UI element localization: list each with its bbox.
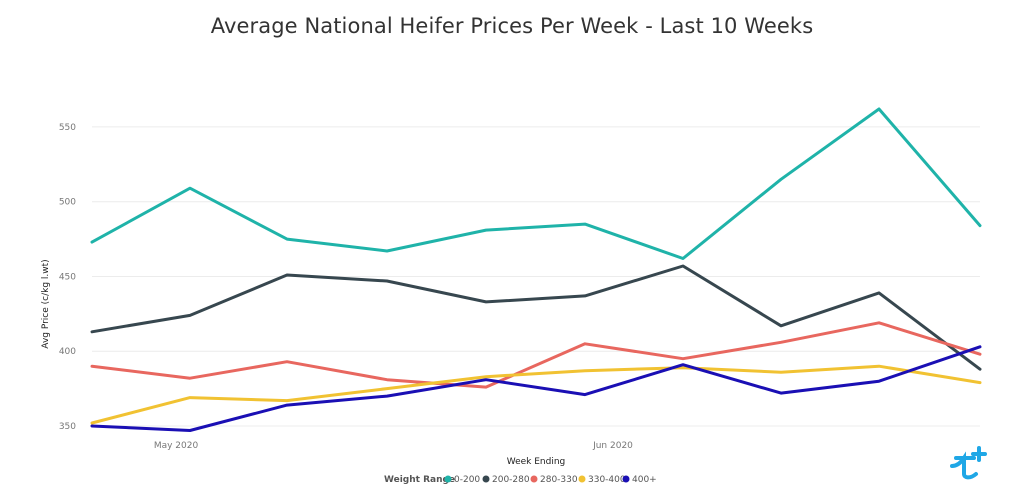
x-axis-title: Week Ending — [507, 457, 566, 467]
gridlines — [92, 126, 980, 427]
legend-label: 200-280 — [492, 475, 530, 485]
legend-marker-400+ — [622, 475, 630, 483]
legend-marker-0-200 — [444, 475, 452, 483]
series-line-280-330 — [90, 321, 982, 389]
y-tick-label: 450 — [59, 272, 76, 282]
legend-marker-280-330 — [530, 475, 538, 483]
legend-label: 330-400 — [588, 475, 626, 485]
series-line-200-280 — [90, 264, 982, 371]
series-line-330-400 — [90, 364, 982, 425]
y-tick-label: 350 — [59, 422, 76, 432]
logo-icon — [950, 446, 987, 480]
chart-title: Average National Heifer Prices Per Week … — [210, 14, 814, 38]
series-lines — [90, 107, 982, 432]
y-axis-ticks: 350 400 450 500 550 — [59, 123, 76, 432]
y-tick-label: 500 — [59, 198, 76, 208]
x-axis-ticks: May 2020 Jun 2020 — [154, 441, 633, 451]
series-line-0-200 — [90, 107, 982, 260]
legend-marker-200-280 — [482, 475, 490, 483]
legend-label: 280-330 — [540, 475, 578, 485]
y-tick-label: 400 — [59, 347, 76, 357]
y-tick-label: 550 — [59, 123, 76, 133]
legend-label: 400+ — [632, 475, 657, 485]
x-tick-label: Jun 2020 — [592, 441, 633, 451]
legend-label: 0-200 — [454, 475, 480, 485]
legend-marker-330-400 — [578, 475, 586, 483]
legend-title: Weight Range — [384, 475, 455, 485]
x-tick-label: May 2020 — [154, 441, 199, 451]
series-line-400+ — [90, 345, 982, 432]
y-axis-title: Avg Price (c/kg l.wt) — [41, 259, 51, 348]
